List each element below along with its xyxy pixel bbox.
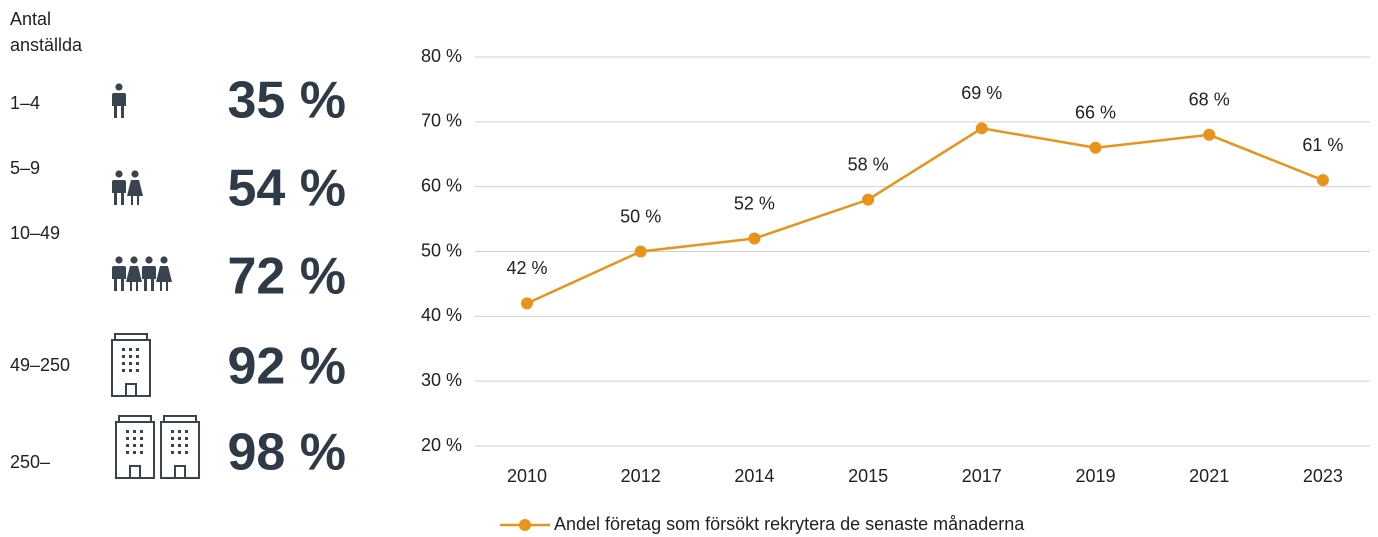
y-tick-label: 80 % bbox=[421, 46, 462, 66]
point bbox=[1203, 128, 1216, 141]
share-value: 92 % bbox=[227, 338, 346, 396]
value-label: 69 % bbox=[961, 83, 1002, 103]
series-line bbox=[526, 127, 1324, 305]
y-tick-label: 30 % bbox=[421, 370, 462, 390]
x-tick-label: 2010 bbox=[507, 466, 547, 486]
size-label: 10–49 bbox=[10, 223, 60, 243]
size-label: 5–9 bbox=[10, 158, 40, 178]
point bbox=[521, 297, 533, 310]
x-tick-label: 2021 bbox=[1189, 466, 1229, 486]
legend-marker bbox=[519, 519, 531, 531]
value-label: 50 % bbox=[620, 206, 661, 226]
x-tick-label: 2015 bbox=[848, 466, 888, 486]
x-tick-label: 2012 bbox=[621, 466, 661, 486]
size-label: 1–4 bbox=[10, 93, 40, 113]
share-value: 35 % bbox=[227, 72, 346, 130]
y-tick-label: 40 % bbox=[421, 305, 462, 325]
panel-header: anställda bbox=[10, 35, 83, 55]
size-label: 250– bbox=[10, 452, 50, 472]
x-tick-label: 2017 bbox=[962, 466, 1002, 486]
point bbox=[634, 245, 647, 258]
y-tick-label: 50 % bbox=[421, 240, 462, 260]
y-tick-label: 20 % bbox=[421, 435, 462, 455]
point bbox=[862, 193, 875, 206]
point bbox=[748, 232, 761, 245]
x-tick-label: 2014 bbox=[734, 466, 774, 486]
icons bbox=[111, 83, 200, 479]
point bbox=[1316, 174, 1329, 187]
panel-header: Antal bbox=[10, 9, 51, 29]
x-tick-label: 2023 bbox=[1303, 466, 1343, 486]
value-label: 52 % bbox=[734, 193, 775, 213]
share-value: 54 % bbox=[227, 160, 346, 218]
share-value: 98 % bbox=[227, 424, 346, 482]
y-tick-label: 60 % bbox=[421, 175, 462, 195]
y-tick-label: 70 % bbox=[421, 111, 462, 131]
value-label: 58 % bbox=[848, 154, 889, 174]
size-label: 49–250 bbox=[10, 355, 70, 375]
value-label: 61 % bbox=[1302, 135, 1343, 155]
value-label: 66 % bbox=[1075, 103, 1116, 123]
value-label: 42 % bbox=[506, 258, 547, 278]
value-label: 68 % bbox=[1189, 90, 1230, 110]
point bbox=[975, 122, 988, 135]
legend-label: Andel företag som försökt rekrytera de s… bbox=[554, 514, 1025, 534]
point bbox=[1089, 141, 1102, 154]
x-tick-label: 2019 bbox=[1075, 466, 1115, 486]
share-value: 72 % bbox=[227, 248, 346, 306]
